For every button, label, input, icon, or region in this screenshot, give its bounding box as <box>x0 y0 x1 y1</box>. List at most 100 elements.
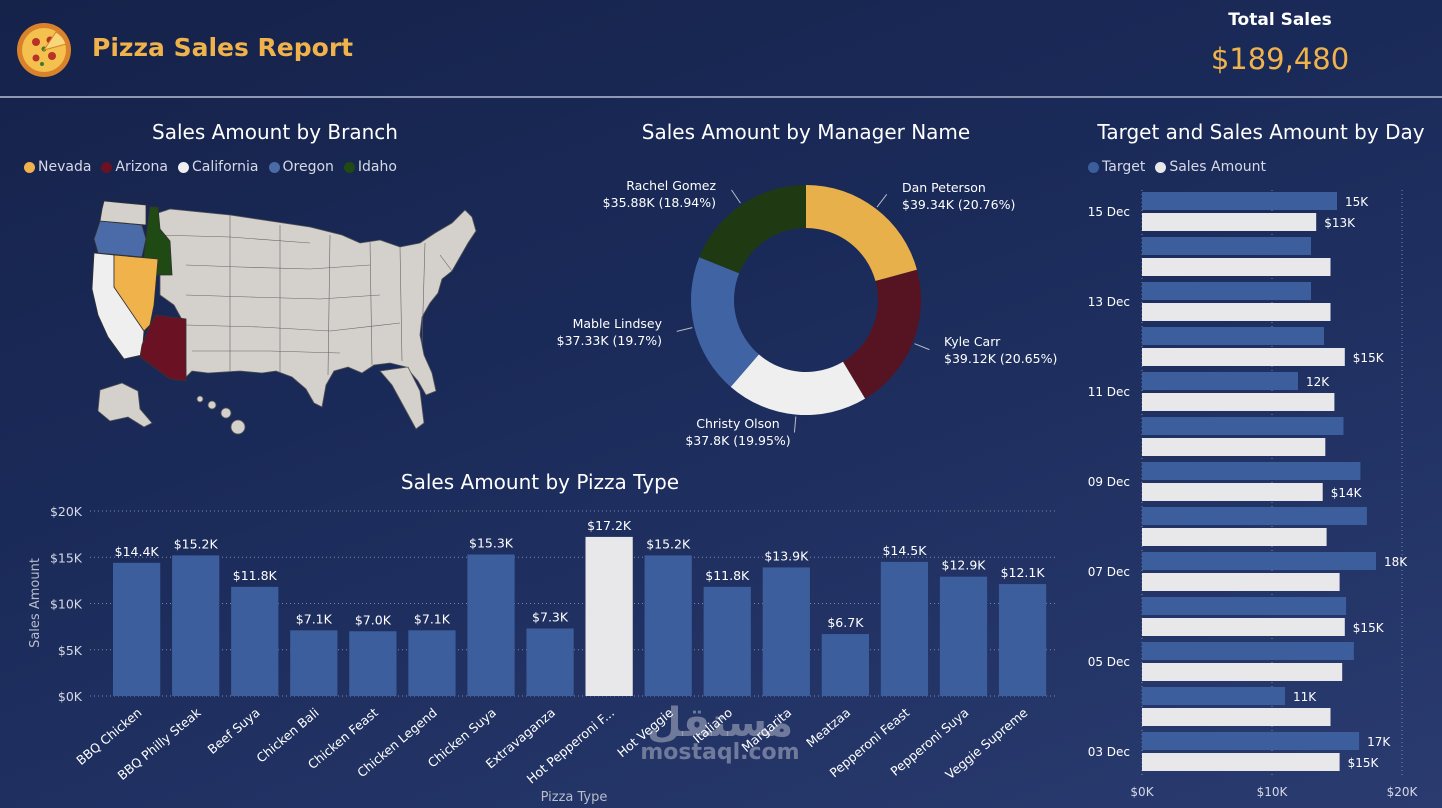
donut-slice-label: $39.34K (20.76%) <box>902 197 1015 212</box>
sales-bar[interactable] <box>1142 663 1343 681</box>
target-bar[interactable] <box>1142 462 1361 480</box>
sales-bar[interactable] <box>1142 483 1323 501</box>
y-tick-label: 13 Dec <box>1088 295 1130 309</box>
target-data-label: 15K <box>1345 195 1369 209</box>
manager-donut-chart: Dan Peterson $39.34K (20.76%) Kyle Carr $39… <box>557 178 1058 448</box>
legend-dot <box>178 161 190 173</box>
donut-slice-name: Kyle Carr <box>944 334 1001 349</box>
y-tick-label: $0K <box>58 689 83 704</box>
bar-data-label: $14.5K <box>882 543 927 558</box>
target-bar[interactable] <box>1142 732 1360 750</box>
target-bar[interactable] <box>1142 507 1367 525</box>
sales-bar[interactable] <box>1142 753 1340 771</box>
legend-item-nevada[interactable]: Nevada <box>24 159 91 175</box>
day-chart-title: Target and Sales Amount by Day <box>1097 120 1425 144</box>
target-bar[interactable] <box>1142 372 1298 390</box>
donut-slice-name: Rachel Gomez <box>626 178 716 193</box>
sales-bar[interactable] <box>1142 618 1345 636</box>
target-bar[interactable] <box>1142 282 1311 300</box>
mostaql-watermark: مستقل mostaql.com <box>620 700 820 765</box>
bar-chicken-suya[interactable] <box>467 554 515 696</box>
bar-chicken-feast[interactable] <box>349 631 397 696</box>
legend-item-oregon[interactable]: Oregon <box>268 159 334 175</box>
bar-italiano[interactable] <box>703 586 751 696</box>
legend-item-idaho[interactable]: Idaho <box>343 159 397 175</box>
sales-bar[interactable] <box>1142 438 1326 456</box>
legend-item-target[interactable]: Target <box>1088 159 1145 175</box>
header-bar: Pizza Sales Report Total Sales $189,480 <box>0 0 1442 98</box>
bar-margarita[interactable] <box>762 567 810 696</box>
watermark-arabic: مستقل <box>646 700 794 746</box>
target-data-label: 11K <box>1293 690 1317 704</box>
sales-bar[interactable] <box>1142 528 1327 546</box>
map-washington[interactable] <box>99 200 147 226</box>
target-bar[interactable] <box>1142 597 1347 615</box>
legend-item-sales-amount[interactable]: Sales Amount <box>1155 159 1266 175</box>
target-bar[interactable] <box>1142 687 1285 705</box>
target-bar[interactable] <box>1142 192 1337 210</box>
donut-slice-kyle-carr[interactable] <box>842 269 921 399</box>
legend-item-arizona[interactable]: Arizona <box>101 159 168 175</box>
branch-chart-title: Sales Amount by Branch <box>152 120 398 144</box>
sales-bar[interactable] <box>1142 708 1331 726</box>
bar-pepperoni-feast[interactable] <box>880 561 929 696</box>
bar-chicken-legend[interactable] <box>408 630 456 696</box>
bar-meatzaa[interactable] <box>821 634 869 696</box>
y-tick-label: 03 Dec <box>1088 745 1130 759</box>
legend-label: Nevada <box>38 159 92 175</box>
target-bar[interactable] <box>1142 642 1354 660</box>
donut-leader-line <box>676 327 693 332</box>
map-alaska[interactable] <box>97 382 153 428</box>
sales-data-label: $15K <box>1348 756 1380 770</box>
manager-chart-title: Sales Amount by Manager Name <box>641 120 971 144</box>
legend-dot <box>1088 161 1099 173</box>
bar-hot-pepperoni-f-[interactable] <box>585 536 633 696</box>
sales-bar[interactable] <box>1142 573 1340 591</box>
bar-data-label: $6.7K <box>827 615 864 630</box>
target-bar[interactable] <box>1142 552 1376 570</box>
bar-pepperoni-suya[interactable] <box>939 576 988 696</box>
map-oregon[interactable] <box>93 220 147 258</box>
donut-slice-name: Dan Peterson <box>902 180 986 195</box>
sales-bar[interactable] <box>1142 303 1331 321</box>
legend-item-california[interactable]: California <box>178 159 259 175</box>
sales-bar[interactable] <box>1142 348 1345 366</box>
bar-data-label: $15.3K <box>469 535 514 550</box>
sales-bar[interactable] <box>1142 393 1335 411</box>
bar-extravaganza[interactable] <box>526 628 574 696</box>
total-sales-value: $189,480 <box>1210 42 1350 76</box>
donut-slice-mable-lindsey[interactable] <box>691 257 759 387</box>
bar-data-label: $12.1K <box>1001 565 1046 580</box>
donut-leader-line <box>793 416 797 433</box>
branch-legend: Nevada Arizona California Oregon Idaho <box>24 159 397 175</box>
bar-data-label: $15.2K <box>174 536 219 551</box>
map-arizona[interactable] <box>139 314 187 382</box>
legend-dot <box>268 161 280 173</box>
legend-label: Target <box>1102 159 1146 175</box>
day-bar-chart: $0K $10K $20K 15K $13K 15 Dec 13 Dec $15K 12K 11 … <box>1088 190 1419 799</box>
donut-leader-line <box>731 189 741 204</box>
donut-slice-christy-olson[interactable] <box>730 354 866 415</box>
map-hawaii[interactable] <box>196 395 246 435</box>
bar-veggie-supreme[interactable] <box>998 584 1047 696</box>
bar-bbq-chicken[interactable] <box>113 562 161 696</box>
bar-beef-suya[interactable] <box>231 586 279 696</box>
y-tick-label: 05 Dec <box>1088 655 1130 669</box>
sales-bar[interactable] <box>1142 258 1331 276</box>
bar-bbq-philly-steak[interactable] <box>172 555 220 696</box>
map-florida[interactable] <box>379 366 425 430</box>
y-axis-title: Sales Amount <box>28 558 43 648</box>
y-tick-label: 11 Dec <box>1088 385 1130 399</box>
map-other-states[interactable] <box>141 208 477 408</box>
x-tick-label: $0K <box>1130 785 1154 799</box>
bar-hot-veggie[interactable] <box>644 555 692 696</box>
target-bar[interactable] <box>1142 327 1324 345</box>
donut-slice-dan-peterson[interactable] <box>806 185 917 282</box>
target-bar[interactable] <box>1142 237 1311 255</box>
bar-chicken-bali[interactable] <box>290 630 338 696</box>
sales-bar[interactable] <box>1142 213 1317 231</box>
target-bar[interactable] <box>1142 417 1344 435</box>
pizza-logo-icon <box>17 23 71 77</box>
donut-slice-rachel-gomez[interactable] <box>699 185 806 274</box>
